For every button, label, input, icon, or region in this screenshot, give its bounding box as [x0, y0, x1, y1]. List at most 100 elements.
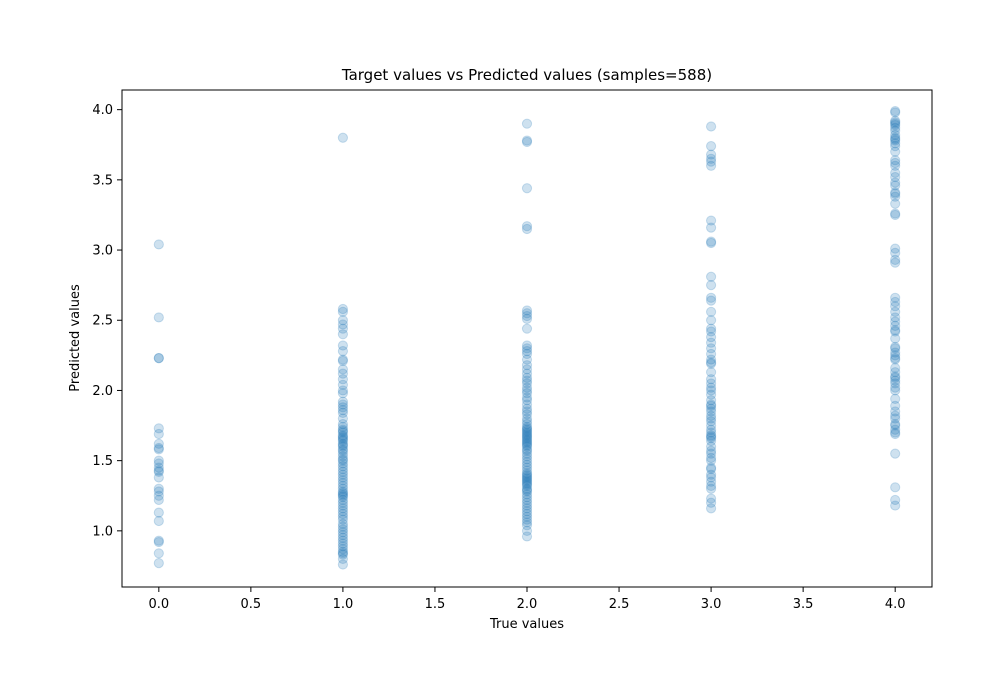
data-point	[153, 442, 164, 454]
data-point	[521, 506, 533, 517]
x-tick-label: 1.5	[425, 597, 446, 612]
data-point	[890, 326, 901, 337]
data-point	[890, 306, 901, 317]
data-point	[153, 515, 164, 527]
data-point	[890, 406, 901, 417]
data-point	[890, 198, 901, 209]
data-point	[705, 378, 717, 389]
data-point	[890, 171, 901, 183]
data-point	[890, 208, 901, 219]
data-point	[337, 374, 349, 385]
data-point	[337, 486, 349, 497]
data-point	[337, 402, 349, 413]
data-point	[521, 118, 533, 129]
data-point	[521, 489, 533, 500]
data-point	[337, 435, 349, 447]
data-point	[521, 511, 533, 522]
data-point	[705, 271, 717, 282]
data-point	[337, 529, 349, 541]
data-point	[153, 312, 164, 323]
data-point	[890, 413, 901, 424]
data-point	[153, 444, 164, 455]
data-point	[337, 500, 349, 511]
data-point	[890, 301, 901, 312]
data-point	[153, 455, 164, 466]
data-point	[337, 480, 349, 492]
data-point	[521, 485, 533, 496]
data-point	[521, 135, 533, 146]
data-point	[521, 430, 533, 441]
data-point	[337, 354, 349, 365]
data-point	[521, 520, 533, 531]
data-point	[337, 396, 349, 407]
data-point	[337, 315, 349, 326]
data-point	[521, 483, 533, 494]
data-point	[337, 433, 349, 444]
data-point	[890, 167, 901, 178]
data-point	[521, 368, 533, 379]
data-point	[890, 243, 901, 254]
data-point	[890, 135, 901, 146]
x-tick-label: 2.5	[609, 597, 630, 612]
data-point	[521, 492, 533, 503]
data-point	[705, 323, 717, 334]
data-point	[705, 343, 717, 354]
data-point	[521, 486, 533, 497]
data-point	[521, 444, 533, 455]
data-point	[337, 463, 349, 475]
data-point	[337, 388, 349, 399]
data-point	[705, 348, 717, 360]
data-point	[521, 392, 533, 403]
data-point	[153, 239, 164, 250]
data-point	[337, 413, 349, 424]
data-point	[705, 121, 717, 132]
data-point	[337, 455, 349, 466]
data-point	[337, 548, 349, 559]
data-point	[337, 368, 349, 379]
data-point	[521, 470, 533, 482]
data-point	[337, 524, 349, 535]
data-point	[337, 364, 349, 375]
data-point	[705, 156, 717, 167]
data-point	[705, 433, 717, 444]
data-point	[337, 490, 349, 501]
data-point	[890, 500, 901, 511]
data-point	[890, 320, 901, 331]
data-point	[521, 448, 533, 459]
data-point	[890, 247, 901, 258]
data-point	[337, 405, 349, 416]
data-point	[521, 456, 533, 468]
data-point	[705, 306, 717, 317]
data-point	[337, 553, 349, 565]
data-point	[521, 364, 533, 375]
data-point	[521, 419, 533, 430]
data-point	[337, 472, 349, 483]
x-tick-label: 0.0	[148, 597, 169, 612]
data-point	[705, 357, 717, 368]
data-point	[337, 492, 349, 503]
data-point	[890, 350, 901, 361]
data-point	[337, 546, 349, 558]
data-point	[337, 355, 349, 367]
x-tick-label: 3.5	[793, 597, 814, 612]
y-axis-label: Predicted values	[68, 284, 83, 392]
data-point	[521, 340, 533, 351]
data-point	[521, 416, 533, 427]
data-point	[153, 486, 164, 497]
data-point	[890, 180, 901, 191]
data-point	[337, 430, 349, 441]
x-tick-label: 2.0	[517, 597, 538, 612]
x-axis-ticks: 0.0 0.5 1.0 1.5 2.0 2.5 3.0 3.5 4.0	[148, 587, 906, 612]
data-point	[890, 292, 901, 303]
data-point	[337, 303, 349, 315]
data-point	[705, 448, 717, 459]
data-point	[705, 406, 717, 417]
data-point	[521, 428, 533, 440]
data-point	[705, 385, 717, 396]
data-point	[521, 437, 533, 448]
data-point	[521, 348, 533, 360]
data-point	[153, 466, 164, 477]
data-point	[337, 489, 349, 500]
data-point	[705, 280, 717, 291]
data-point	[521, 378, 533, 389]
